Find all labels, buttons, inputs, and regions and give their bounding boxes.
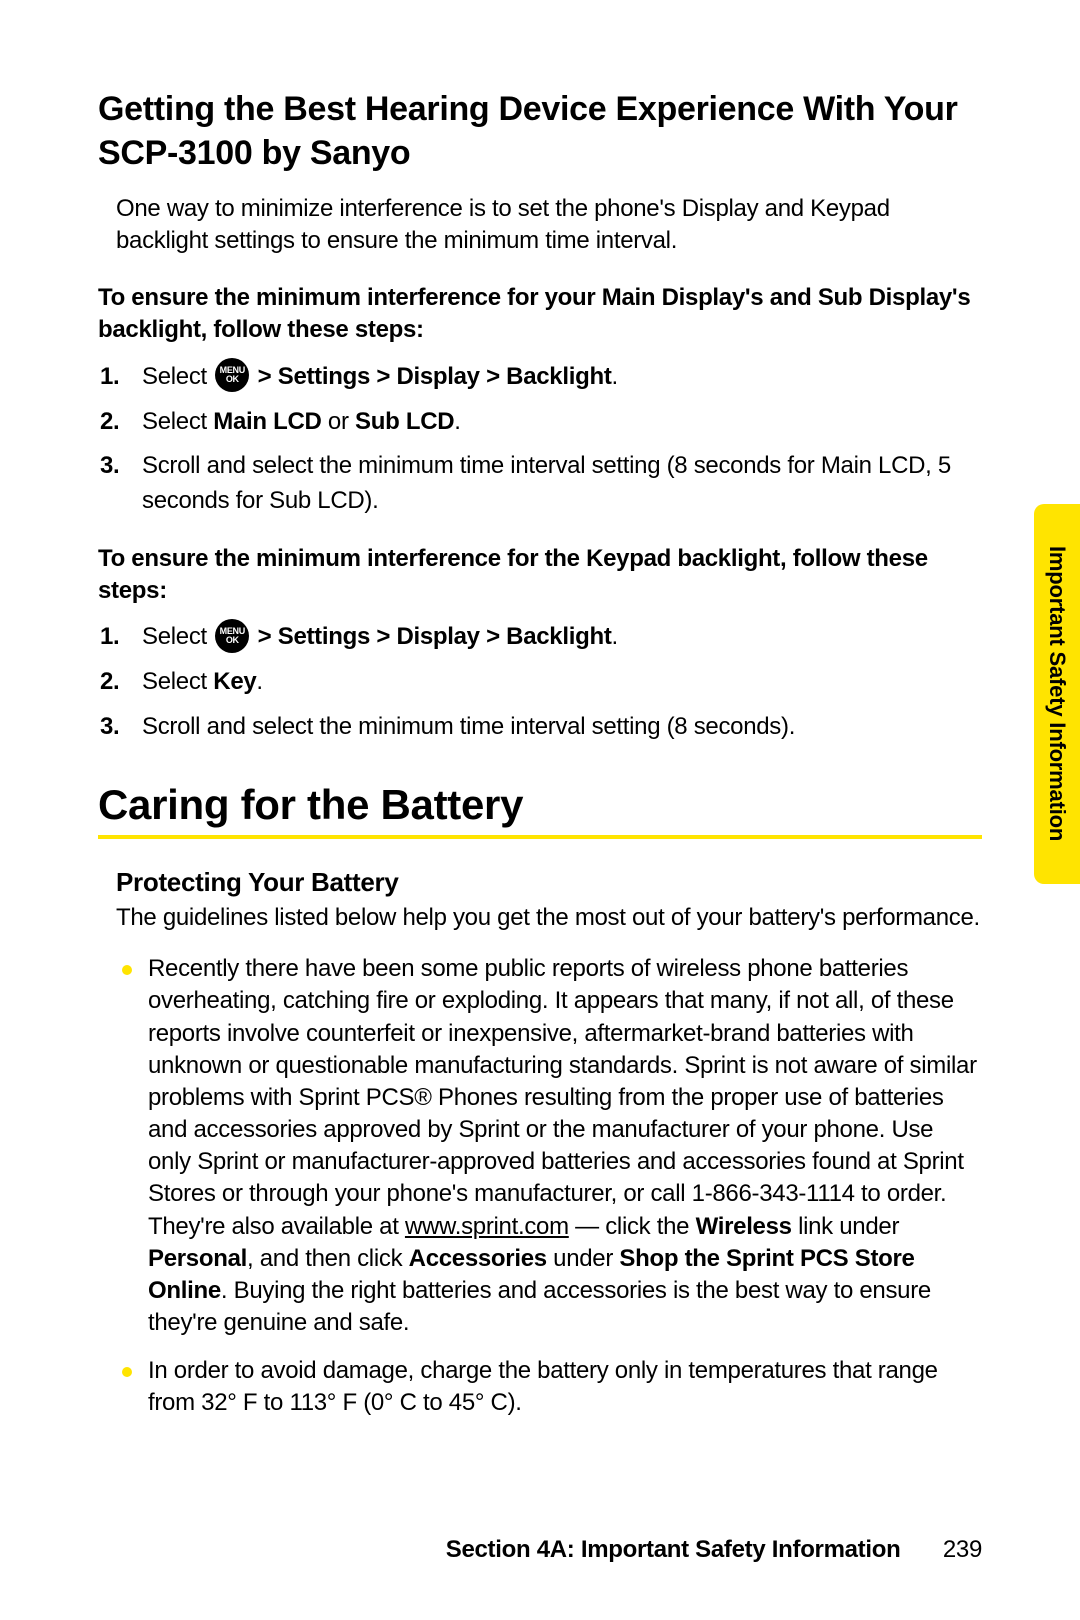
page-footer: Section 4A: Important Safety Information…: [446, 1536, 982, 1564]
intro-paragraph: One way to minimize interference is to s…: [98, 193, 982, 256]
step-number: 2.: [100, 405, 119, 440]
step-2: 2. Select Main LCD or Sub LCD.: [142, 405, 982, 440]
page-content: Getting the Best Hearing Device Experien…: [0, 0, 1080, 1420]
bullet-1: Recently there have been some public rep…: [148, 953, 982, 1339]
step-text-pre: Select: [142, 408, 213, 435]
page-title: Getting the Best Hearing Device Experien…: [98, 88, 982, 175]
step-text-pre: Select: [142, 363, 213, 390]
steps-main-display: 1. Select MENUOK > Settings > Display > …: [98, 360, 982, 519]
step-number: 3.: [100, 710, 119, 745]
step-text: Scroll and select the minimum time inter…: [142, 452, 951, 514]
step-number: 1.: [100, 620, 119, 655]
section-heading-battery: Caring for the Battery: [98, 781, 982, 839]
step-text-pre: Select: [142, 623, 213, 650]
steps-keypad: 1. Select MENUOK > Settings > Display > …: [98, 620, 982, 744]
menu-ok-icon: MENUOK: [215, 619, 249, 653]
step-text: Scroll and select the minimum time inter…: [142, 713, 795, 740]
step-breadcrumb: > Settings > Display > Backlight: [251, 623, 611, 650]
lead-main-display: To ensure the minimum interference for y…: [98, 282, 982, 345]
battery-intro: The guidelines listed below help you get…: [98, 902, 982, 934]
sprint-link[interactable]: www.sprint.com: [405, 1213, 569, 1240]
step-3: 3. Scroll and select the minimum time in…: [142, 710, 982, 745]
footer-section: Section 4A: Important Safety Information: [446, 1536, 901, 1563]
menu-ok-icon: MENUOK: [215, 358, 249, 392]
step-1: 1. Select MENUOK > Settings > Display > …: [142, 620, 982, 655]
step-3: 3. Scroll and select the minimum time in…: [142, 449, 982, 519]
step-breadcrumb: > Settings > Display > Backlight: [251, 363, 611, 390]
footer-page-number: 239: [943, 1536, 982, 1563]
step-text-pre: Select: [142, 668, 213, 695]
subheading-protecting: Protecting Your Battery: [98, 867, 982, 898]
battery-guidelines: Recently there have been some public rep…: [98, 953, 982, 1419]
step-number: 2.: [100, 665, 119, 700]
lead-keypad: To ensure the minimum interference for t…: [98, 543, 982, 606]
step-1: 1. Select MENUOK > Settings > Display > …: [142, 360, 982, 395]
side-tab-label: Important Safety Information: [1044, 546, 1070, 841]
side-tab: Important Safety Information: [1034, 504, 1080, 884]
step-number: 3.: [100, 449, 119, 484]
step-number: 1.: [100, 360, 119, 395]
step-2: 2. Select Key.: [142, 665, 982, 700]
bullet-2: In order to avoid damage, charge the bat…: [148, 1355, 982, 1419]
